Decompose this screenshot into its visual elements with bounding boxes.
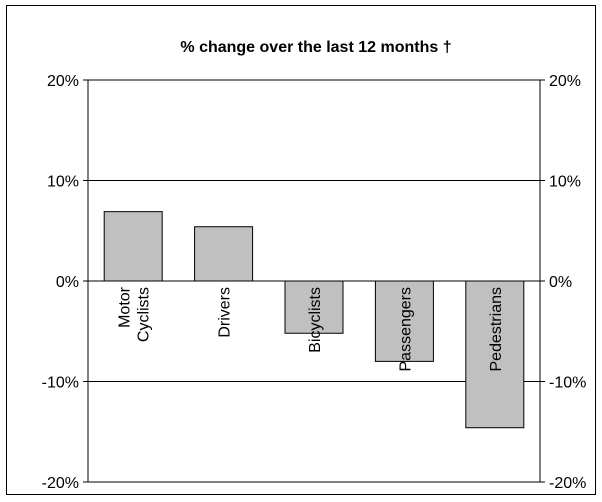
axes-layer	[83, 79, 545, 483]
category-label-line: Motor	[117, 286, 134, 328]
category-label-line: Drivers	[217, 287, 234, 338]
bar	[103, 211, 163, 282]
category-label-line: Passengers	[397, 287, 414, 372]
category-label-line: Pedestrians	[488, 287, 505, 372]
category-label-line: Bicyclists	[307, 287, 324, 353]
category-label: Bicyclists	[307, 287, 324, 353]
y-tick-label-right: 0%	[549, 274, 572, 291]
bar	[284, 280, 344, 334]
category-label-line: Cyclists	[136, 287, 153, 342]
y-tick-label-right: -20%	[549, 475, 586, 492]
bar	[194, 226, 254, 282]
y-tick-label-right: 10%	[549, 174, 581, 191]
y-tick-label-right: -10%	[549, 375, 586, 392]
category-label: Pedestrians	[488, 287, 505, 372]
y-tick-label-right: 20%	[549, 73, 581, 90]
y-tick-label-left: -20%	[42, 475, 79, 492]
y-tick-label-left: 0%	[56, 274, 79, 291]
y-tick-label-left: -10%	[42, 375, 79, 392]
labels-layer: 20% 20% 10% 10% 0% 0% -10% -10% -20% -20% Motor Cyc…	[42, 73, 587, 492]
category-label: Motor Cyclists	[117, 286, 153, 342]
chart-title: % change over the last 12 months †	[180, 39, 451, 56]
bar	[465, 280, 525, 429]
category-label: Drivers	[217, 287, 234, 338]
category-label: Passengers	[397, 287, 414, 372]
bar	[374, 280, 434, 362]
y-tick-label-left: 20%	[47, 73, 79, 90]
y-tick-label-left: 10%	[47, 174, 79, 191]
